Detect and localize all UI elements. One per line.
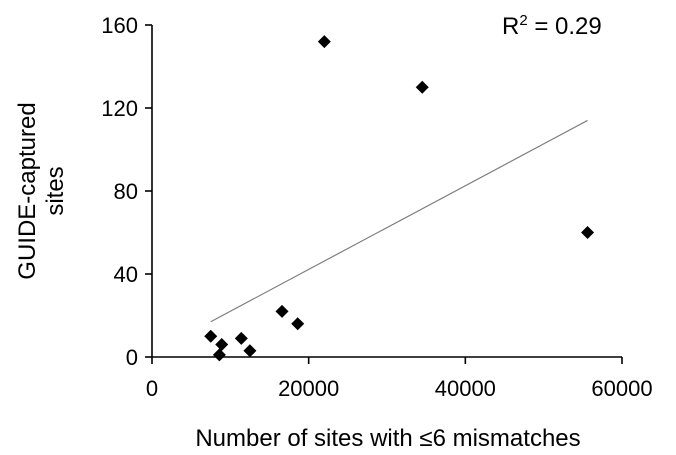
r-squared-annotation: R2 = 0.29 <box>502 12 602 40</box>
x-tick-label: 60000 <box>591 376 652 401</box>
trendline-group <box>210 119 588 323</box>
y-tick-label: 0 <box>126 345 138 370</box>
data-point <box>234 331 248 345</box>
r-squared-suffix: = 0.29 <box>528 13 602 40</box>
data-point <box>415 80 429 94</box>
data-point <box>243 344 257 358</box>
data-point <box>275 304 289 318</box>
y-axis-title: GUIDE-captured sites <box>14 102 69 279</box>
data-point <box>204 329 218 343</box>
x-axis: 0 20000 40000 60000 <box>146 356 653 401</box>
data-point <box>581 226 595 239</box>
data-points <box>204 35 595 362</box>
data-point <box>291 317 305 331</box>
x-tick-label: 40000 <box>435 376 496 401</box>
x-tick-label: 20000 <box>278 376 339 401</box>
y-tick-label: 160 <box>101 13 138 38</box>
x-axis-title: Number of sites with ≤6 mismatches <box>195 425 580 452</box>
r-squared-superscript: 2 <box>519 12 527 29</box>
trendline <box>210 119 588 323</box>
y-axis: 0 40 80 120 160 <box>101 13 153 370</box>
y-tick-label: 120 <box>101 96 138 121</box>
x-tick-label: 0 <box>146 376 158 401</box>
y-tick-label: 40 <box>114 262 138 287</box>
data-point <box>215 338 229 352</box>
y-tick-label: 80 <box>114 179 138 204</box>
data-point <box>212 348 226 362</box>
y-axis-title-line-2: sites <box>42 166 69 215</box>
r-squared-prefix: R <box>502 13 519 40</box>
data-point <box>317 35 331 49</box>
y-axis-title-line-1: GUIDE-captured <box>14 102 41 279</box>
